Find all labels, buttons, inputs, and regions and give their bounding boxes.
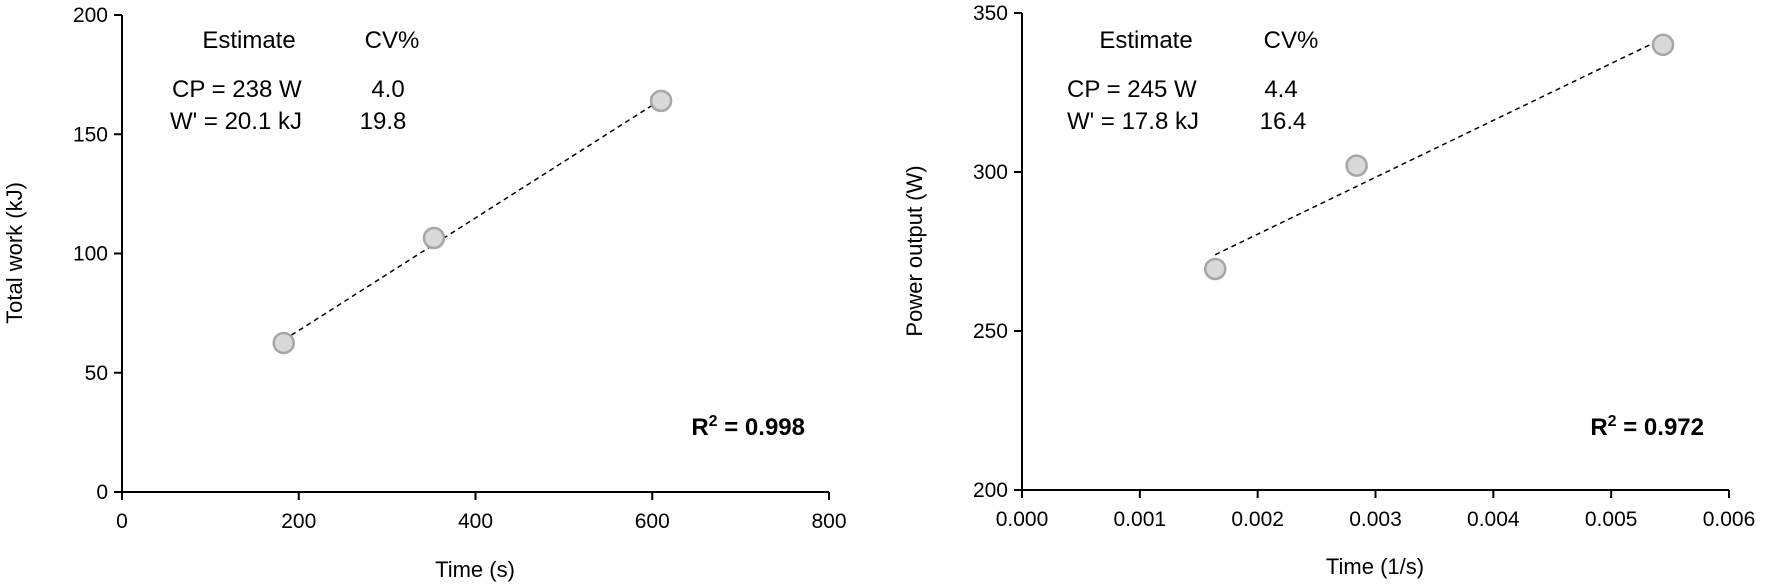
estimate-w-prime: W' = 17.8 kJ — [1067, 108, 1199, 135]
estimate-w-prime-cv: 19.8 — [360, 108, 407, 135]
y-tick-label: 200 — [73, 4, 108, 27]
y-tick-label: 350 — [973, 2, 1008, 25]
data-point — [1345, 154, 1368, 177]
x-tick-label: 0.004 — [1467, 508, 1520, 531]
r-squared-label: R2 = 0.998 — [691, 413, 805, 441]
estimate-w-prime-cv: 16.4 — [1260, 108, 1307, 135]
y-tick-label: 150 — [73, 123, 108, 146]
data-point — [422, 226, 446, 250]
data-points — [1203, 33, 1675, 281]
r-squared-symbol: R — [1590, 414, 1607, 441]
y-axis-label: Power output (W) — [902, 165, 927, 336]
y-tick-label: 300 — [973, 161, 1008, 184]
y-tick-label: 0 — [96, 481, 108, 504]
data-points — [272, 89, 673, 355]
estimate-w-prime: W' = 20.1 kJ — [170, 108, 302, 135]
y-axis-label: Total work (kJ) — [2, 182, 27, 324]
estimate-cp-cv: 4.0 — [371, 76, 404, 103]
y-tick-label: 250 — [973, 320, 1008, 343]
r-squared-value: = 0.998 — [718, 414, 805, 441]
x-tick-label: 0.003 — [1349, 508, 1402, 531]
x-tick-label: 0.000 — [996, 508, 1049, 531]
x-tick-label: 200 — [281, 510, 316, 533]
data-point — [272, 331, 295, 355]
y-axis-ticks: 200 250 300 350 — [973, 2, 1022, 502]
trendline — [1214, 37, 1664, 256]
x-tick-label: 600 — [635, 510, 670, 533]
estimates-table: Estimate CV% CP = 238 W 4.0 W' = 20.1 kJ… — [170, 27, 419, 135]
x-tick-label: 0.001 — [1114, 508, 1167, 531]
x-tick-label: 0.005 — [1585, 508, 1638, 531]
trendline — [283, 99, 662, 341]
y-tick-label: 100 — [73, 243, 108, 266]
data-point — [649, 89, 673, 113]
estimates-header-cv: CV% — [365, 27, 420, 54]
y-tick-label: 50 — [85, 362, 108, 385]
estimate-cp-cv: 4.4 — [1264, 76, 1297, 103]
x-tick-label: 0.002 — [1231, 508, 1284, 531]
x-tick-label: 0.006 — [1703, 508, 1756, 531]
y-tick-label: 200 — [973, 479, 1008, 502]
r-squared-label: R2 = 0.972 — [1590, 413, 1704, 441]
estimates-header-cv: CV% — [1264, 27, 1319, 54]
x-axis-label: Time (1/s) — [1326, 554, 1424, 579]
r-squared-superscript: 2 — [709, 413, 718, 430]
x-axis-ticks: 0.000 0.001 0.002 0.003 0.004 0.005 0.006 — [996, 490, 1756, 531]
data-point — [1203, 257, 1227, 281]
estimate-cp: CP = 238 W — [172, 76, 302, 103]
r-squared-superscript: 2 — [1608, 413, 1617, 430]
x-tick-label: 800 — [811, 510, 846, 533]
data-point — [1651, 33, 1675, 57]
r-squared-value: = 0.972 — [1617, 414, 1704, 441]
estimates-header-estimate: Estimate — [1099, 27, 1192, 54]
x-axis-label: Time (s) — [435, 557, 515, 582]
x-axis-ticks: 0 200 400 600 800 — [116, 492, 847, 533]
r-squared-symbol: R — [691, 414, 708, 441]
y-axis-ticks: 0 50 100 150 200 — [73, 4, 122, 504]
x-tick-label: 400 — [458, 510, 493, 533]
x-tick-label: 0 — [116, 510, 128, 533]
estimates-table: Estimate CV% CP = 245 W 4.4 W' = 17.8 kJ… — [1067, 27, 1318, 135]
total-work-chart: 0 50 100 150 200 0 200 400 600 800 Time (s) Tota… — [2, 4, 847, 582]
estimates-header-estimate: Estimate — [202, 27, 295, 54]
estimate-cp: CP = 245 W — [1067, 76, 1197, 103]
